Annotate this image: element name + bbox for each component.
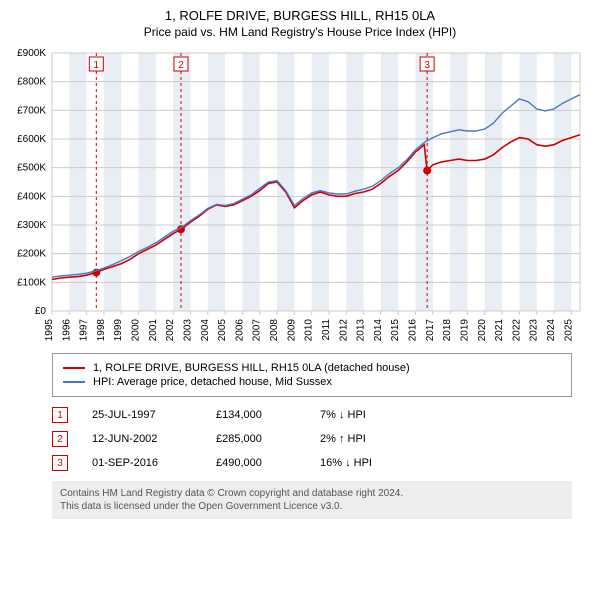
event-diff: 16% ↓ HPI (320, 457, 410, 469)
event-price: £285,000 (216, 433, 296, 445)
svg-text:2022: 2022 (511, 319, 522, 342)
event-price: £490,000 (216, 457, 296, 469)
legend-item: HPI: Average price, detached house, Mid … (63, 376, 561, 388)
svg-text:2014: 2014 (373, 319, 384, 342)
svg-text:£900K: £900K (17, 48, 46, 59)
license-note: Contains HM Land Registry data © Crown c… (52, 481, 572, 519)
svg-text:2010: 2010 (304, 319, 315, 342)
svg-text:£500K: £500K (17, 163, 46, 174)
svg-text:2012: 2012 (338, 319, 349, 342)
license-line: This data is licensed under the Open Gov… (60, 500, 564, 513)
event-price: £134,000 (216, 409, 296, 421)
svg-text:£700K: £700K (17, 105, 46, 116)
svg-text:2007: 2007 (252, 319, 263, 342)
title-address: 1, ROLFE DRIVE, BURGESS HILL, RH15 0LA (8, 8, 592, 23)
svg-text:£300K: £300K (17, 220, 46, 231)
license-line: Contains HM Land Registry data © Crown c… (60, 487, 564, 500)
legend-label: 1, ROLFE DRIVE, BURGESS HILL, RH15 0LA (… (93, 362, 410, 374)
svg-text:2001: 2001 (148, 319, 159, 342)
svg-text:3: 3 (424, 60, 430, 71)
svg-text:2016: 2016 (408, 319, 419, 342)
event-marker: 3 (52, 455, 68, 471)
events-table: 1 25-JUL-1997 £134,000 7% ↓ HPI 2 12-JUN… (52, 407, 572, 471)
event-diff: 2% ↑ HPI (320, 433, 410, 445)
svg-text:1: 1 (94, 60, 100, 71)
svg-text:2019: 2019 (459, 319, 470, 342)
svg-text:2023: 2023 (529, 319, 540, 342)
table-row: 3 01-SEP-2016 £490,000 16% ↓ HPI (52, 455, 572, 471)
svg-text:2: 2 (178, 60, 184, 71)
table-row: 1 25-JUL-1997 £134,000 7% ↓ HPI (52, 407, 572, 423)
event-date: 12-JUN-2002 (92, 433, 192, 445)
svg-text:2015: 2015 (390, 319, 401, 342)
svg-text:2008: 2008 (269, 319, 280, 342)
legend-label: HPI: Average price, detached house, Mid … (93, 376, 332, 388)
svg-text:2024: 2024 (546, 319, 557, 342)
legend-item: 1, ROLFE DRIVE, BURGESS HILL, RH15 0LA (… (63, 362, 561, 374)
svg-text:£600K: £600K (17, 134, 46, 145)
svg-text:£400K: £400K (17, 191, 46, 202)
event-marker: 1 (52, 407, 68, 423)
svg-text:£100K: £100K (17, 277, 46, 288)
svg-text:£800K: £800K (17, 77, 46, 88)
svg-text:2020: 2020 (477, 319, 488, 342)
svg-text:2021: 2021 (494, 319, 505, 342)
svg-text:2013: 2013 (356, 319, 367, 342)
svg-text:2011: 2011 (321, 319, 332, 341)
legend-swatch (63, 381, 85, 383)
svg-text:2009: 2009 (286, 319, 297, 342)
svg-text:2005: 2005 (217, 319, 228, 342)
event-marker: 2 (52, 431, 68, 447)
svg-text:2002: 2002 (165, 319, 176, 342)
legend: 1, ROLFE DRIVE, BURGESS HILL, RH15 0LA (… (52, 353, 572, 397)
svg-text:1995: 1995 (44, 319, 55, 342)
titles: 1, ROLFE DRIVE, BURGESS HILL, RH15 0LA P… (8, 8, 592, 39)
svg-text:1997: 1997 (79, 319, 90, 342)
svg-text:£0: £0 (35, 306, 47, 317)
svg-text:2006: 2006 (234, 319, 245, 342)
svg-text:2000: 2000 (131, 319, 142, 342)
chart-svg: £0 £100K £200K £300K £400K £500K £600K £700K £80… (8, 45, 592, 345)
svg-text:2004: 2004 (200, 319, 211, 342)
chart-container: 1, ROLFE DRIVE, BURGESS HILL, RH15 0LA P… (8, 8, 592, 519)
event-date: 25-JUL-1997 (92, 409, 192, 421)
svg-text:1999: 1999 (113, 319, 124, 342)
svg-text:1996: 1996 (61, 319, 72, 342)
svg-text:2003: 2003 (182, 319, 193, 342)
title-subtitle: Price paid vs. HM Land Registry's House … (8, 25, 592, 39)
svg-text:£200K: £200K (17, 249, 46, 260)
svg-text:2025: 2025 (563, 319, 574, 342)
chart: £0 £100K £200K £300K £400K £500K £600K £700K £80… (8, 45, 592, 345)
table-row: 2 12-JUN-2002 £285,000 2% ↑ HPI (52, 431, 572, 447)
legend-swatch (63, 367, 85, 369)
event-diff: 7% ↓ HPI (320, 409, 410, 421)
svg-text:2018: 2018 (442, 319, 453, 342)
svg-text:1998: 1998 (96, 319, 107, 342)
svg-text:2017: 2017 (425, 319, 436, 342)
event-date: 01-SEP-2016 (92, 457, 192, 469)
